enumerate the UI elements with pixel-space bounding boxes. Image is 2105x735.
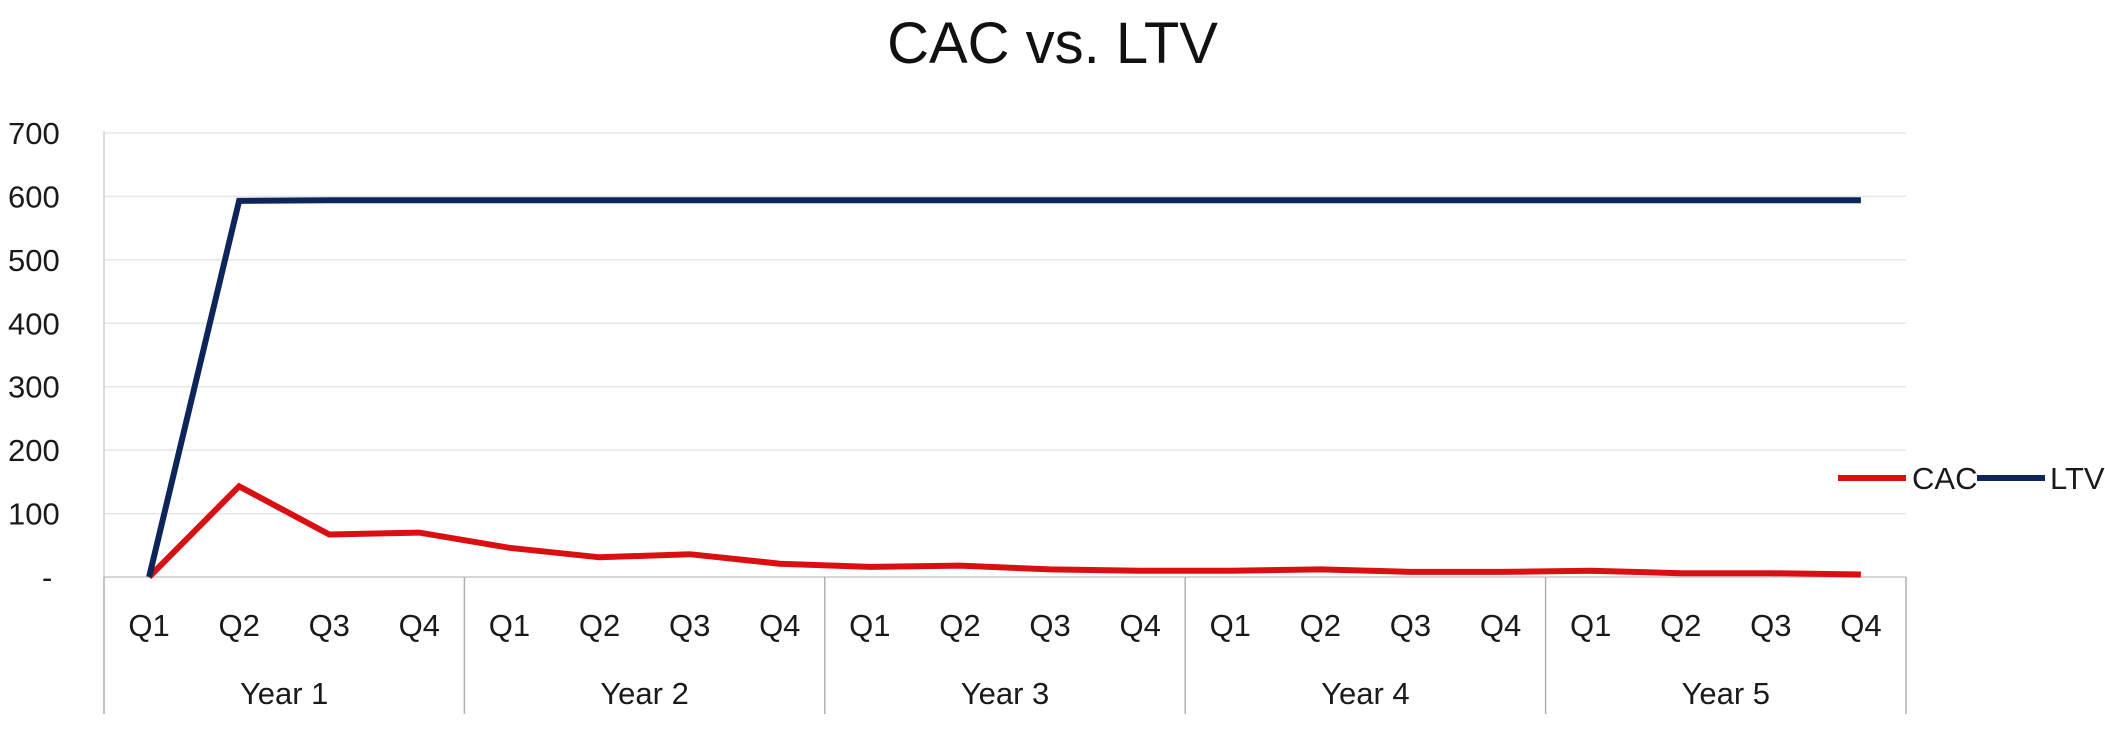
y-tick-label: 700 [8,116,60,151]
x-tick-label: Q3 [1029,608,1070,643]
x-tick-label: Q3 [1390,608,1431,643]
x-tick-label: Q2 [1660,608,1701,643]
y-tick-label: 200 [8,433,60,468]
x-tick-label: Q2 [218,608,259,643]
x-group-label: Year 2 [600,676,689,711]
x-tick-label: Q3 [1750,608,1791,643]
x-tick-label: Q4 [759,608,800,643]
x-tick-label: Q4 [1480,608,1521,643]
legend-label: CAC [1912,461,1977,496]
x-group-label: Year 5 [1682,676,1771,711]
x-tick-label: Q2 [579,608,620,643]
x-tick-label: Q1 [849,608,890,643]
y-tick-label: 300 [8,370,60,405]
series-line-ltv [146,197,1861,578]
x-tick-label: Q3 [309,608,350,643]
x-tick-label: Q1 [1570,608,1611,643]
x-tick-label: Q1 [489,608,530,643]
series-line-cac [146,482,1861,580]
y-tick-label: - [42,560,52,595]
x-tick-label: Q3 [669,608,710,643]
x-tick-label: Q1 [128,608,169,643]
x-tick-label: Q4 [1119,608,1160,643]
y-tick-label: 100 [8,497,60,532]
x-tick-label: Q4 [1840,608,1881,643]
chart-title: CAC vs. LTV [887,11,1218,76]
y-tick-label: 400 [8,306,60,341]
x-tick-label: Q2 [939,608,980,643]
x-tick-label: Q4 [399,608,440,643]
y-tick-label: 500 [8,243,60,278]
x-group-label: Year 1 [240,676,329,711]
x-group-label: Year 3 [961,676,1050,711]
x-group-label: Year 4 [1321,676,1410,711]
y-tick-label: 600 [8,179,60,214]
legend-label: LTV [2050,461,2105,496]
x-tick-label: Q2 [1300,608,1341,643]
x-tick-label: Q1 [1210,608,1251,643]
